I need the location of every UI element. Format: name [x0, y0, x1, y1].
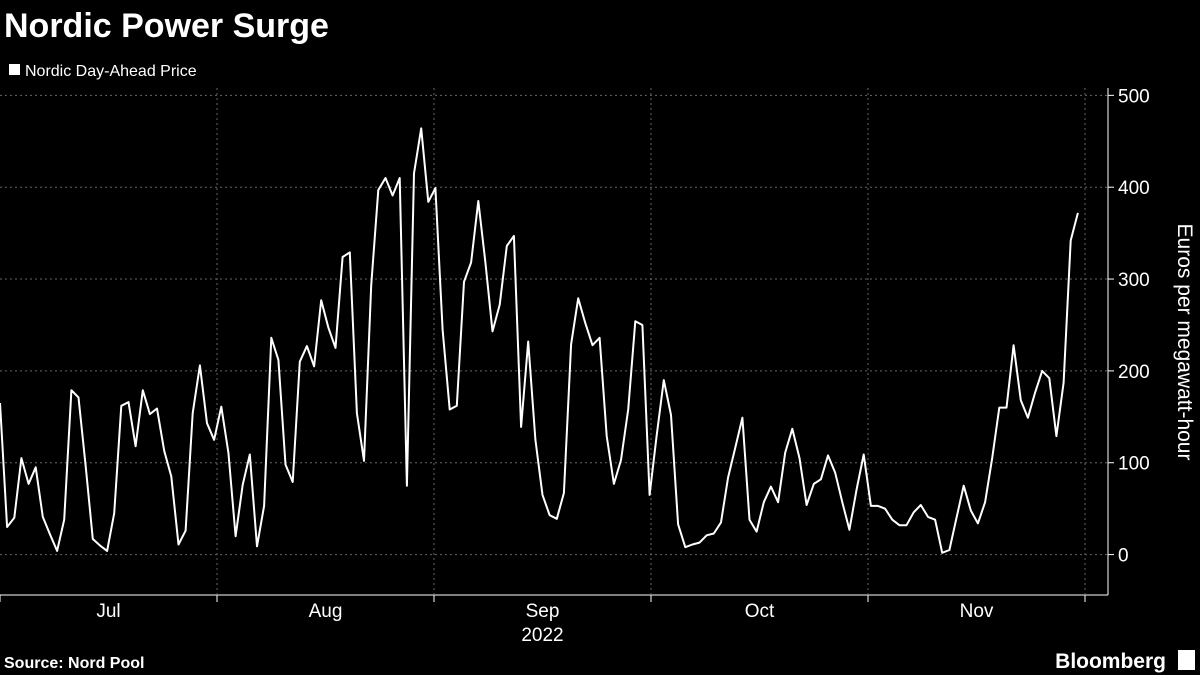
chart-title: Nordic Power Surge	[4, 7, 329, 45]
x-tick-label: Nov	[960, 601, 994, 622]
y-tick-label: 100	[1118, 454, 1150, 475]
brand-icon	[1178, 650, 1195, 670]
y-tick-label: 400	[1118, 178, 1150, 199]
x-tick-label: Jul	[96, 601, 120, 622]
y-tick-label: 200	[1118, 362, 1150, 383]
x-tick-label: Sep	[526, 601, 560, 622]
y-tick-label: 300	[1118, 270, 1150, 291]
x-tick-label: Aug	[309, 601, 343, 622]
price-line	[0, 127, 1079, 554]
y-tick-label: 500	[1118, 86, 1150, 107]
brand: Bloomberg	[1055, 650, 1166, 673]
y-tick-label: 0	[1118, 546, 1129, 567]
source: Source: Nord Pool	[4, 655, 144, 672]
y-axis-label: Euros per megawatt-hour	[1173, 224, 1196, 461]
legend-swatch	[9, 64, 20, 75]
x-year-label: 2022	[521, 625, 563, 646]
legend-label: Nordic Day-Ahead Price	[25, 63, 197, 80]
x-tick-label: Oct	[745, 601, 775, 622]
